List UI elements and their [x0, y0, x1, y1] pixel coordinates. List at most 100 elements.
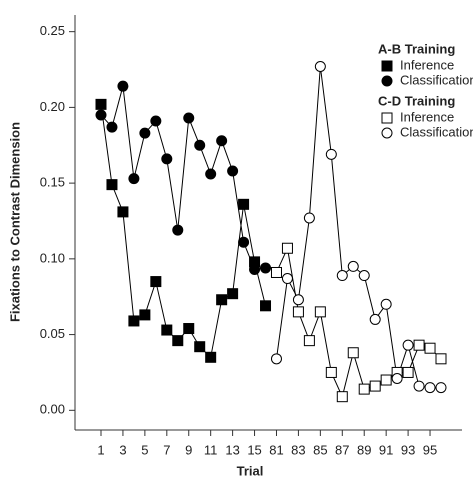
markers	[95, 60, 447, 403]
point	[161, 324, 173, 336]
point	[270, 353, 282, 365]
x-tick-label: 9	[185, 442, 192, 457]
point	[95, 98, 107, 110]
point	[106, 121, 118, 133]
legend-marker	[381, 127, 393, 139]
point	[402, 366, 414, 378]
point	[347, 260, 359, 272]
y-tick-label: 0.05	[40, 326, 65, 341]
point	[325, 366, 337, 378]
point	[380, 374, 392, 386]
x-tick-label: 89	[357, 442, 371, 457]
point	[281, 273, 293, 285]
point	[227, 288, 239, 300]
point	[260, 262, 272, 274]
point	[402, 339, 414, 351]
point	[150, 115, 162, 127]
point	[117, 80, 129, 92]
x-tick-label: 87	[335, 442, 349, 457]
point	[238, 236, 250, 248]
point	[128, 315, 140, 327]
point	[139, 309, 151, 321]
point	[413, 339, 425, 351]
x-tick-label: 1	[97, 442, 104, 457]
x-axis-title: Trial	[237, 463, 264, 478]
x-tick-label: 11	[204, 442, 218, 457]
point	[424, 382, 436, 394]
point	[369, 313, 381, 325]
point	[424, 342, 436, 354]
x-tick-label: 83	[291, 442, 305, 457]
point	[139, 127, 151, 139]
point	[205, 168, 217, 180]
point	[292, 294, 304, 306]
legend-label: Inference	[400, 109, 454, 124]
point	[260, 300, 272, 312]
point	[227, 165, 239, 177]
point	[325, 148, 337, 160]
y-tick-label: 0.15	[40, 175, 65, 190]
point	[106, 179, 118, 191]
x-tick-label: 3	[119, 442, 126, 457]
point	[358, 383, 370, 395]
point	[194, 341, 206, 353]
y-tick-label: 0.25	[40, 23, 65, 38]
point	[303, 335, 315, 347]
point	[238, 198, 250, 210]
point	[336, 270, 348, 282]
point	[150, 276, 162, 288]
legend-group-title: A-B Training	[378, 41, 455, 56]
x-tick-label: 93	[401, 442, 415, 457]
point	[435, 382, 447, 394]
point	[161, 153, 173, 165]
legend-label: Inference	[400, 57, 454, 72]
x-tick-label: 5	[141, 442, 148, 457]
point	[369, 380, 381, 392]
point	[216, 294, 228, 306]
y-tick-label: 0.00	[40, 402, 65, 417]
series-line	[100, 104, 267, 359]
x-tick-label: 15	[247, 442, 261, 457]
point	[314, 306, 326, 318]
point	[391, 373, 403, 385]
point	[336, 391, 348, 403]
point	[270, 266, 282, 278]
legend-label: Classification	[400, 124, 473, 139]
y-tick-label: 0.10	[40, 250, 65, 265]
y-tick-label: 0.20	[40, 99, 65, 114]
x-tick-label: 7	[163, 442, 170, 457]
point	[205, 351, 217, 363]
x-tick-label: 85	[313, 442, 327, 457]
legend-label: Classification	[400, 72, 473, 87]
point	[435, 353, 447, 365]
point	[281, 242, 293, 254]
point	[172, 224, 184, 236]
point	[117, 206, 129, 218]
legend-marker	[381, 112, 393, 124]
x-tick-label: 81	[269, 442, 283, 457]
legend-marker	[381, 75, 393, 87]
point	[216, 135, 228, 147]
point	[347, 347, 359, 359]
legend-marker	[381, 60, 393, 72]
x-tick-label: 95	[423, 442, 437, 457]
series-line	[276, 246, 442, 399]
point	[194, 139, 206, 151]
point	[358, 270, 370, 282]
series-line	[275, 66, 441, 389]
x-tick-label: 91	[379, 442, 393, 457]
point	[183, 112, 195, 124]
point	[292, 306, 304, 318]
point	[413, 380, 425, 392]
y-axis-title: Fixations to Contrast Dimension	[7, 122, 22, 322]
legend-group-title: C-D Training	[378, 93, 455, 108]
point	[95, 109, 107, 121]
point	[128, 173, 140, 185]
point	[380, 298, 392, 310]
x-tick-label: 13	[225, 442, 239, 457]
lines	[100, 66, 442, 399]
point	[183, 323, 195, 335]
point	[172, 335, 184, 347]
point	[303, 212, 315, 224]
